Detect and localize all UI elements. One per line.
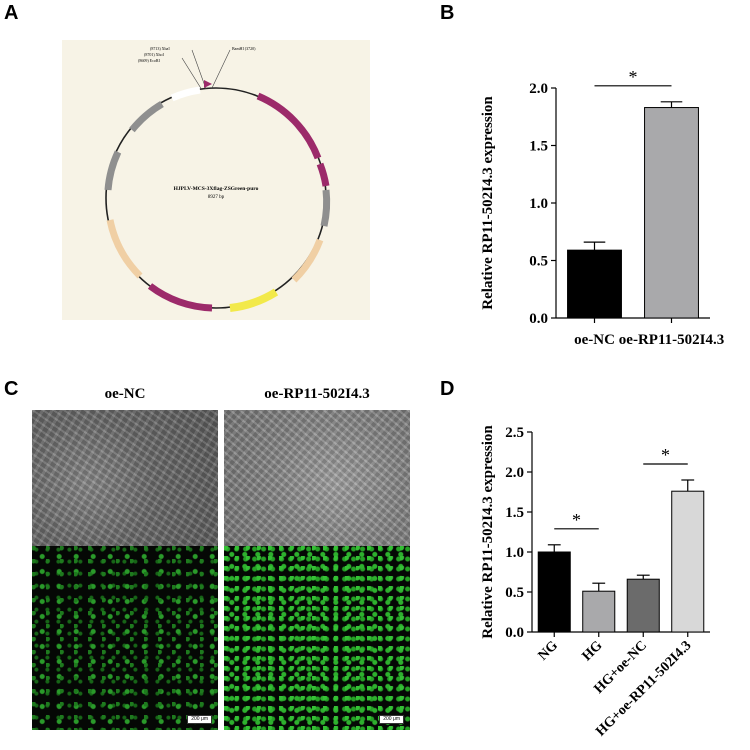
panel-letter-a: A <box>4 2 19 24</box>
y-tick-label: 2.5 <box>505 425 524 441</box>
x-tick-label: NG <box>536 638 562 664</box>
bar <box>626 578 660 633</box>
plasmid-name: HJPLV-MCS-3Xflag-ZSGreen-puro <box>174 186 259 192</box>
y-tick-label: 2.0 <box>505 465 524 481</box>
y-tick-label: 0.5 <box>529 254 548 270</box>
feature-cmv-promoter <box>170 86 201 102</box>
site-leader <box>181 57 203 91</box>
bar <box>537 551 571 633</box>
chart-b: 0.0 0.5 1.0 1.5 2.0 oe-NC oe-RP11-502I4.3 * Rela… <box>480 67 724 348</box>
significance-star: * <box>572 510 581 530</box>
y-tick-label: 0.5 <box>505 585 524 601</box>
feature-rre <box>106 219 143 279</box>
micrograph-fluorescence-nc: 200 μm <box>32 546 218 730</box>
site-leader <box>211 49 231 89</box>
y-tick-label: 1.5 <box>529 139 548 155</box>
scale-bar: 200 μm <box>379 715 404 724</box>
flag-marker <box>204 80 212 88</box>
plasmid-map-panel: HJPLV-MCS-3Xflag-ZSGreen-puro 8927 bp (8… <box>62 40 370 320</box>
panel-letter-b: B <box>440 2 455 24</box>
bar <box>582 590 616 633</box>
significance-star: * <box>661 445 670 465</box>
site-label-1: (8701) XhoI <box>144 52 165 57</box>
bar <box>671 490 705 633</box>
site-label-3: BamHI (3720) <box>232 46 256 51</box>
micrograph-fluorescence-oe: 200 μm <box>224 546 410 730</box>
feature-ampr <box>229 288 279 312</box>
feature-cppt <box>104 150 122 191</box>
y-axis-label: Relative RP11-502I4.3 expression <box>480 96 496 310</box>
y-tick-label: 1.0 <box>529 196 548 212</box>
feature-wpre <box>291 238 324 283</box>
feature-puro <box>320 189 331 227</box>
bar <box>644 107 699 319</box>
feature-f1-ori <box>147 283 213 312</box>
y-axis-label: Relative RP11-502I4.3 expression <box>480 425 496 639</box>
x-tick-label: oe-RP11-502I4.3 <box>619 332 724 348</box>
x-tick-label: oe-NC <box>574 332 615 348</box>
chart-d: 0.00.51.01.52.02.5NG HGHG+oe-NCHG+oe-RP11… <box>480 425 710 739</box>
y-tick-label: 0.0 <box>529 311 548 327</box>
micro-col-label-oe: oe-RP11-502I4.3 <box>264 386 370 402</box>
y-tick-label: 1.0 <box>505 545 524 561</box>
y-tick-label: 1.5 <box>505 505 524 521</box>
plasmid-size: 8927 bp <box>208 195 225 200</box>
y-tick-label: 2.0 <box>529 81 548 97</box>
site-label-0: (8713) XbaI <box>150 46 170 51</box>
bar <box>567 249 622 319</box>
y-tick-label: 0.0 <box>505 625 524 641</box>
site-label-2: (8609) EcoRI <box>138 58 161 63</box>
significance-star: * <box>629 67 638 87</box>
x-tick-label: HG <box>580 638 606 664</box>
feature-zsgreen <box>256 92 322 160</box>
panel-letter-d: D <box>440 378 455 400</box>
plasmid-map: HJPLV-MCS-3Xflag-ZSGreen-puro 8927 bp (8… <box>104 46 331 312</box>
scale-bar: 200 μm <box>187 715 212 724</box>
site-leader <box>191 49 207 90</box>
feature-t2a <box>316 162 330 187</box>
panel-letter-c: C <box>4 378 19 400</box>
micro-col-label-nc: oe-NC <box>104 386 146 402</box>
feature-cmv-enhancer <box>129 100 164 133</box>
